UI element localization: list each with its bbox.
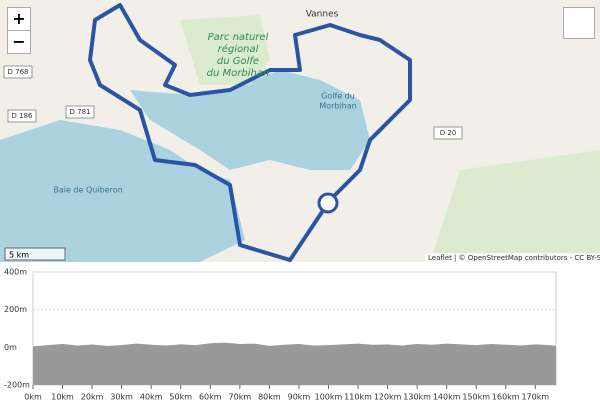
waypoint[interactable] xyxy=(317,192,339,214)
map-label: du Golfe xyxy=(217,56,259,67)
elevation-chart: 400m 200m 0m -200m 0km 10km 20km 30km 40km 50km 60… xyxy=(4,268,557,402)
x-tick-label: 140km xyxy=(433,393,461,402)
x-tick-label: 80km xyxy=(258,393,281,402)
x-tick-label: 70km xyxy=(229,393,252,402)
road-shield xyxy=(65,105,95,119)
zoom-out[interactable]: − xyxy=(7,30,31,54)
map-label: D 781 xyxy=(70,108,91,116)
route xyxy=(88,3,412,262)
x-tick-label: 10km xyxy=(51,393,74,402)
y-tick-label: 200m xyxy=(4,305,27,314)
fields xyxy=(430,150,600,262)
scale-label: 5 km xyxy=(9,251,29,260)
road-shield xyxy=(433,126,463,140)
map-label: D 20 xyxy=(440,129,457,137)
map-label: Morbihan xyxy=(319,102,356,111)
x-tick-label: 30km xyxy=(110,393,133,402)
map-label: Parc naturel xyxy=(208,32,269,43)
map-label: Baie de Quiberon xyxy=(53,186,122,195)
map-label: D 768 xyxy=(8,68,29,76)
x-tick-label: 170km xyxy=(521,393,549,402)
x-tick-label: 50km xyxy=(169,393,192,402)
map-label: régional xyxy=(218,43,259,55)
road-shield xyxy=(3,65,33,79)
x-tick-label: 90km xyxy=(288,393,311,402)
zoom-in[interactable]: + xyxy=(7,7,31,31)
x-tick-label: 100km xyxy=(315,393,343,402)
x-tick-label: 120km xyxy=(374,393,402,402)
attribution: Leaflet | © OpenStreetMap contributors -… xyxy=(428,254,600,262)
x-tick-label: 130km xyxy=(403,393,431,402)
map-label: du Morbihan xyxy=(207,68,270,79)
x-tick-label: 160km xyxy=(492,393,520,402)
x-tick-label: 150km xyxy=(462,393,490,402)
y-tick-label: 400m xyxy=(4,268,27,277)
map-label: Golfe du xyxy=(321,92,355,101)
x-tick-label: 20km xyxy=(81,393,104,402)
bay-water xyxy=(0,120,245,262)
y-tick-label: 0m xyxy=(4,343,17,352)
elevation-area xyxy=(33,342,556,385)
layers-button[interactable] xyxy=(563,7,595,39)
scale-bar xyxy=(4,247,66,261)
map-label: Vannes xyxy=(306,10,339,20)
road-shield xyxy=(7,109,37,123)
x-tick-label: 40km xyxy=(140,393,163,402)
y-tick-label: -200m xyxy=(4,381,30,390)
x-tick-label: 110km xyxy=(344,393,372,402)
x-tick-label: 0km xyxy=(24,393,42,402)
x-tick-label: 60km xyxy=(199,393,222,402)
attribution-bg xyxy=(425,253,600,262)
park xyxy=(180,15,270,85)
map-label: D 186 xyxy=(12,112,34,120)
